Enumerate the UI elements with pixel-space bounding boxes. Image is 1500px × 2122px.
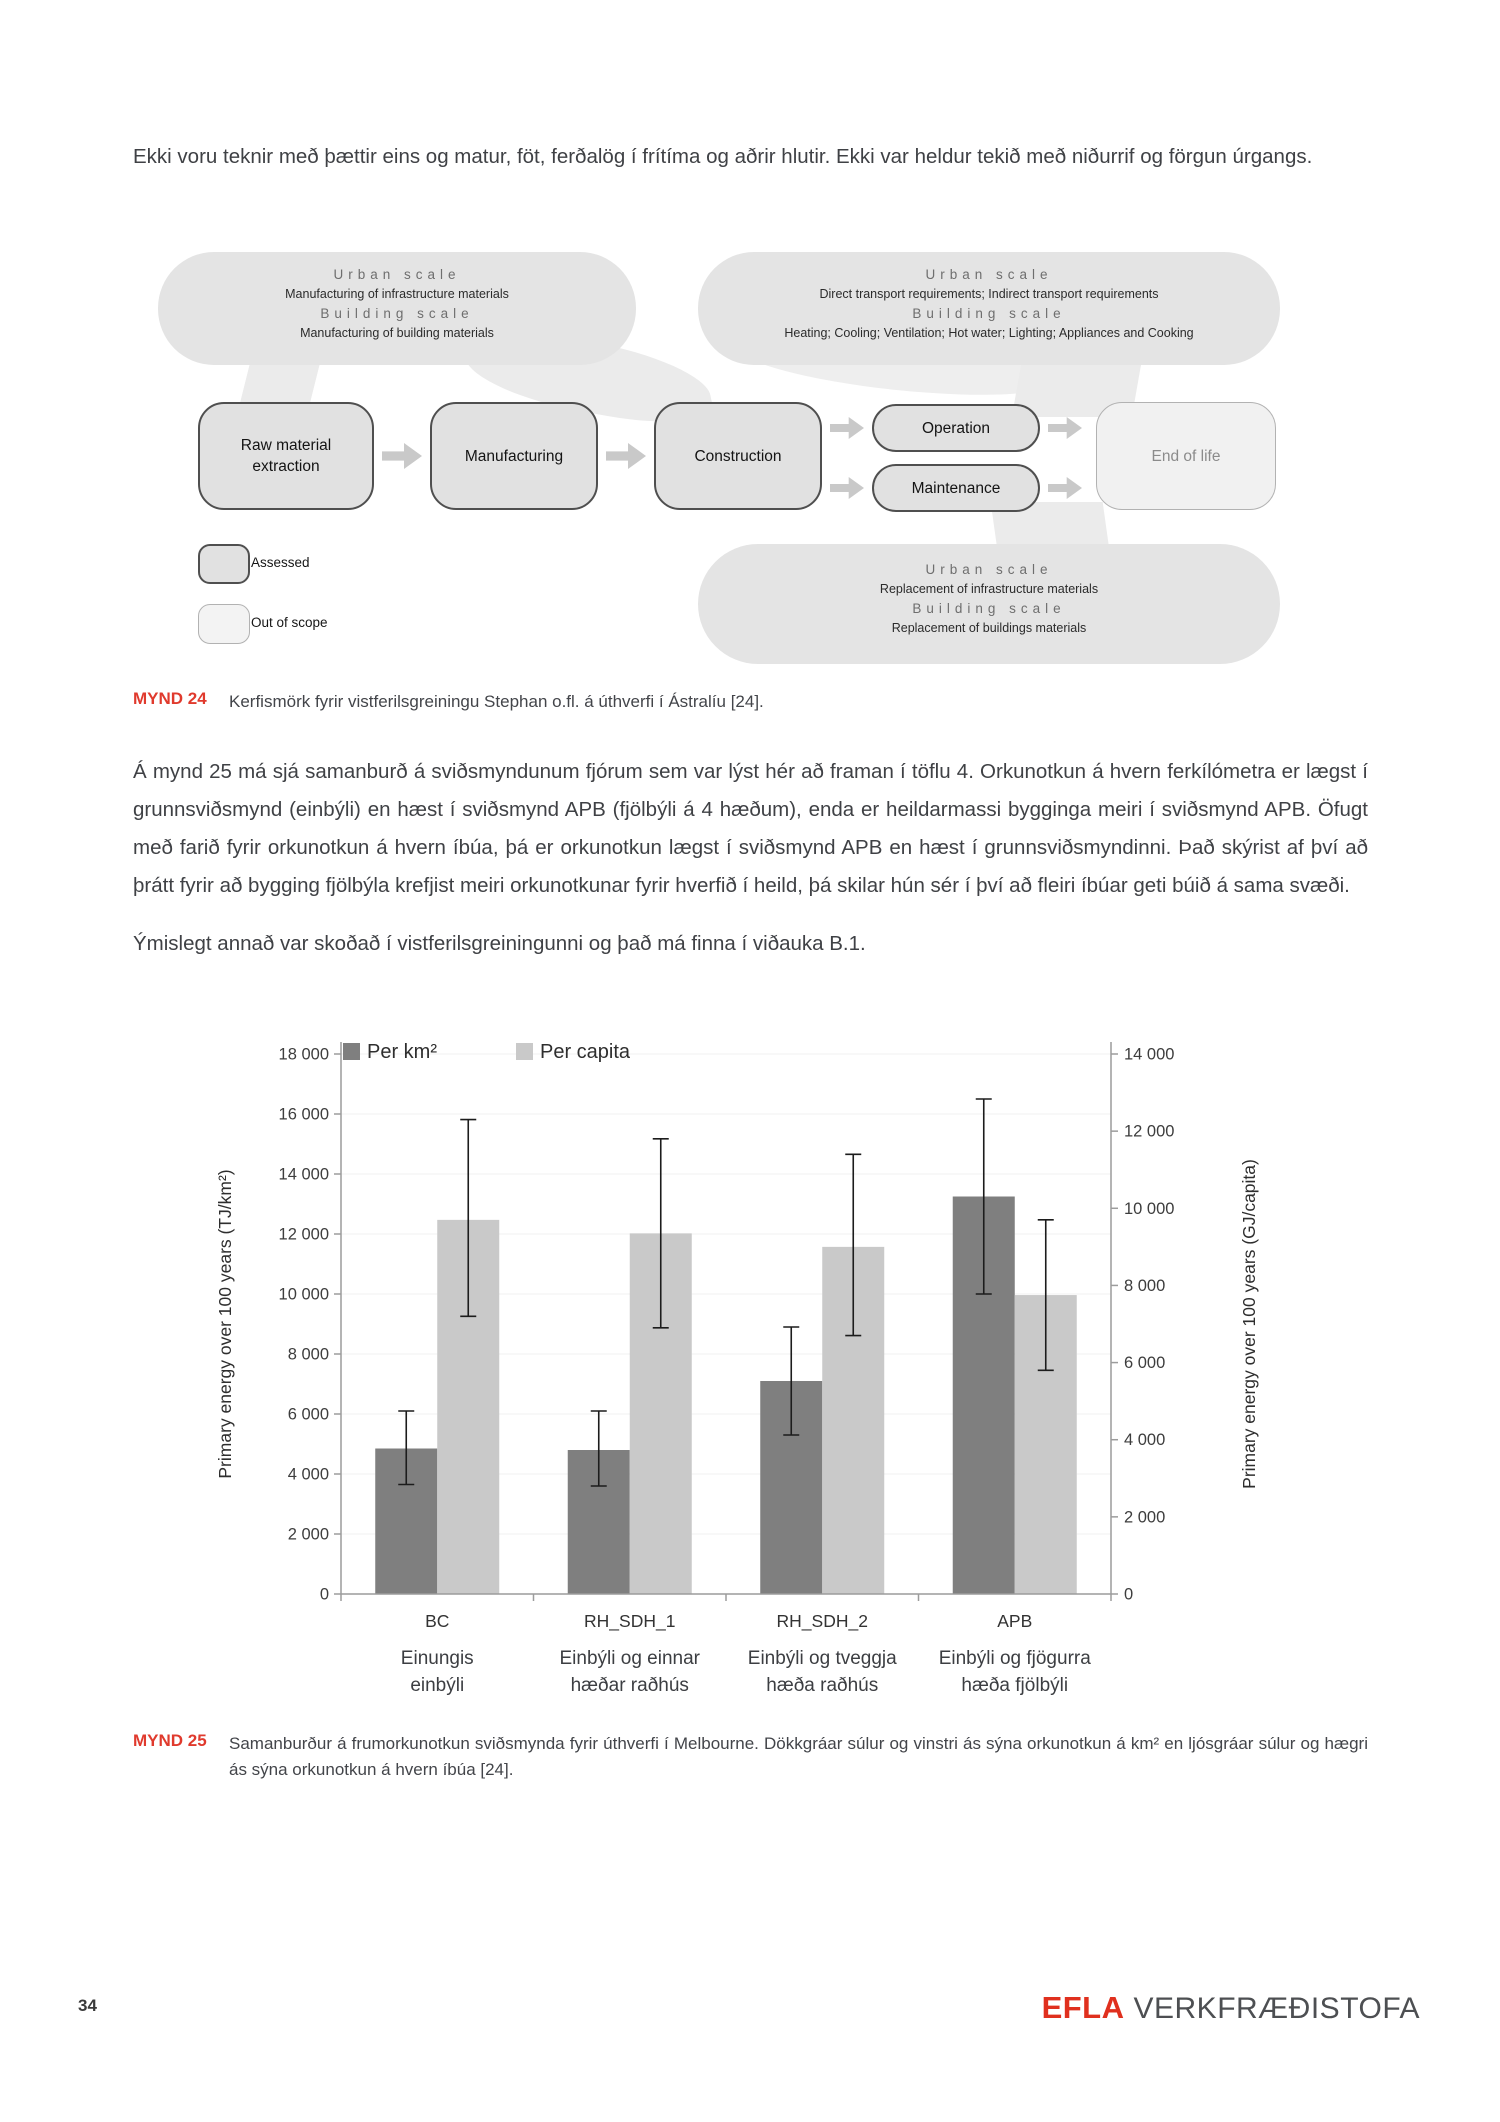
flow-arrow-icon [830, 477, 864, 499]
building-scale-text: Replacement of buildings materials [891, 621, 1087, 635]
svg-text:Per km²: Per km² [367, 1041, 437, 1063]
flow-arrow-icon [606, 443, 646, 469]
stage-maintenance: Maintenance [872, 464, 1040, 512]
figure-24-text: Kerfismörk fyrir vistferilsgreiningu Ste… [229, 692, 764, 711]
flow-arrow-icon [830, 417, 864, 439]
building-scale-title: Building scale [912, 306, 1066, 321]
svg-text:2 000: 2 000 [1124, 1508, 1165, 1526]
category-sublabel-bc: Einungis einbýli [400, 1648, 474, 1696]
category-sublabel-rh-sdh-2: Einbýli og tveggja hæða raðhús [747, 1648, 897, 1696]
stage-label: Raw material extraction [240, 437, 332, 475]
axes [340, 1042, 1112, 1601]
figure-25-bar-chart: 0 2 000 4 000 6 000 8 000 10 000 12 000 14 000 1… [215, 1041, 1259, 1632]
category-sublabels: Einungis einbýli Einbýli og einnar hæðar… [341, 1645, 1111, 1699]
efla-logo-brand: EFLA [1041, 1990, 1125, 2025]
page-number: 34 [78, 1996, 97, 2015]
stage-label: Manufacturing [464, 447, 564, 465]
urban-scale-text: Manufacturing of infrastructure material… [285, 287, 509, 301]
figure-25-chart: 0 2 000 4 000 6 000 8 000 10 000 12 000 14 000 1… [201, 1029, 1368, 1699]
efla-logo-suffix: VERKFRÆÐISTOFA [1133, 1992, 1420, 2025]
svg-text:4 000: 4 000 [1124, 1431, 1165, 1449]
stage-end-of-life: End of life [1096, 402, 1276, 510]
legend-assessed-swatch [198, 544, 250, 584]
building-scale-text: Manufacturing of building materials [300, 326, 494, 340]
building-scale-title: Building scale [912, 601, 1066, 616]
stage-label: Operation [921, 419, 991, 437]
stage-label: Maintenance [911, 479, 1001, 497]
stage-raw-material-extraction: Raw material extraction [198, 402, 374, 510]
category-label: BC [425, 1611, 449, 1631]
chart-legend: Per km² Per capita [343, 1041, 631, 1063]
stage-label: Construction [694, 447, 782, 465]
scope-blob-embodied: Urban scale Manufacturing of infrastruct… [158, 252, 636, 365]
svg-text:16 000: 16 000 [279, 1106, 329, 1124]
svg-text:8 000: 8 000 [288, 1346, 329, 1364]
body-paragraph: Á mynd 25 má sjá samanburð á sviðsmyndun… [133, 760, 1368, 897]
svg-text:14 000: 14 000 [279, 1166, 329, 1184]
figure-24-label: MYND 24 [133, 689, 207, 708]
svg-text:12 000: 12 000 [279, 1226, 329, 1244]
urban-scale-title: Urban scale [925, 267, 1053, 282]
category-label: RH_SDH_1 [584, 1611, 675, 1632]
stage-manufacturing: Manufacturing [430, 402, 598, 510]
bars [375, 1196, 1077, 1594]
left-axis-label: Primary energy over 100 years (TJ/km²) [215, 1169, 235, 1478]
svg-text:6 000: 6 000 [1124, 1354, 1165, 1372]
category-sublabel-rh-sdh-1: Einbýli og einnar hæðar raðhús [559, 1648, 700, 1696]
figure-24-caption: MYND 24 Kerfismörk fyrir vistferilsgrein… [133, 689, 1368, 715]
svg-text:0: 0 [320, 1586, 329, 1604]
error-bars [398, 1098, 1054, 1487]
figure-25-caption: MYND 25 Samanburður á frumorkunotkun svi… [133, 1731, 1368, 1783]
figure-25-label: MYND 25 [133, 1731, 207, 1750]
svg-text:4 000: 4 000 [288, 1466, 329, 1484]
scope-blob-replacement: Urban scale Replacement of infrastructur… [698, 544, 1280, 664]
flow-arrow-icon [1048, 477, 1082, 499]
urban-scale-text: Replacement of infrastructure materials [879, 582, 1099, 596]
category-label: APB [997, 1611, 1032, 1631]
intro-paragraph: Ekki voru teknir með þættir eins og matu… [133, 145, 1313, 168]
flow-arrow-icon [382, 443, 422, 469]
legend-out-of-scope-label: Out of scope [251, 615, 328, 630]
figure-25-text: Samanburður á frumorkunotkun sviðsmynda … [229, 1734, 1368, 1779]
svg-text:2 000: 2 000 [288, 1526, 329, 1544]
legend-out-of-scope-swatch [198, 604, 250, 644]
building-scale-text: Heating; Cooling; Ventilation; Hot water… [784, 326, 1194, 340]
scope-blob-operational: Urban scale Direct transport requirement… [698, 252, 1280, 365]
stage-construction: Construction [654, 402, 822, 510]
svg-text:18 000: 18 000 [279, 1046, 329, 1064]
efla-logo: EFLA VERKFRÆÐISTOFA [1042, 1990, 1420, 2026]
svg-text:0: 0 [1124, 1586, 1133, 1604]
stage-operation: Operation [872, 404, 1040, 452]
building-scale-title: Building scale [320, 306, 474, 321]
urban-scale-text: Direct transport requirements; Indirect … [819, 287, 1159, 301]
legend-assessed-label: Assessed [251, 555, 310, 570]
svg-text:6 000: 6 000 [288, 1406, 329, 1424]
stage-label: End of life [1151, 447, 1221, 465]
svg-text:Per capita: Per capita [540, 1041, 631, 1063]
urban-scale-title: Urban scale [333, 267, 461, 282]
appendix-note-paragraph: Ýmislegt annað var skoðað í vistferilsgr… [133, 932, 866, 955]
svg-text:10 000: 10 000 [1124, 1200, 1174, 1218]
svg-text:10 000: 10 000 [279, 1286, 329, 1304]
urban-scale-title: Urban scale [925, 562, 1053, 577]
flow-arrow-icon [1048, 417, 1082, 439]
svg-text:14 000: 14 000 [1124, 1046, 1174, 1064]
svg-text:8 000: 8 000 [1124, 1277, 1165, 1295]
category-label: RH_SDH_2 [777, 1611, 868, 1632]
system-boundary-diagram: Urban scale Manufacturing of infrastruct… [133, 252, 1368, 667]
right-axis-label: Primary energy over 100 years (GJ/capita… [1239, 1159, 1259, 1489]
tick-labels: 0 2 000 4 000 6 000 8 000 10 000 12 000 14 000 1… [279, 1046, 1175, 1604]
category-sublabel-apb: Einbýli og fjögurra hæða fjölbýli [938, 1648, 1091, 1696]
svg-text:12 000: 12 000 [1124, 1123, 1174, 1141]
